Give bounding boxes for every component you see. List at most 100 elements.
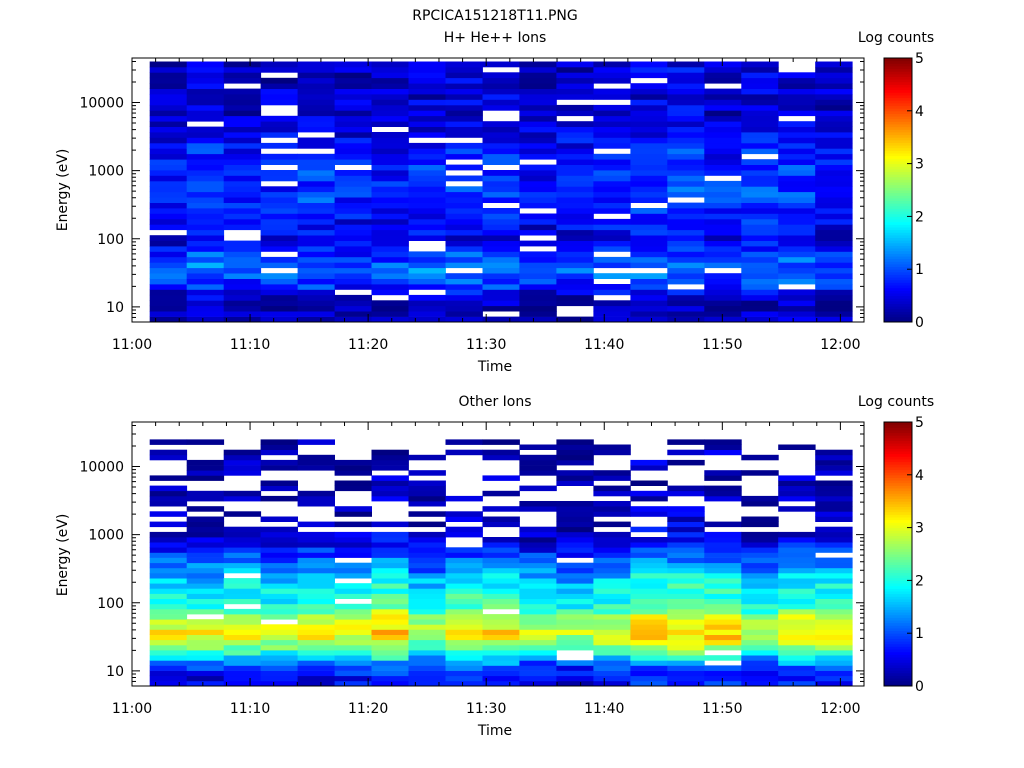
heatmap-cell xyxy=(482,294,520,301)
heatmap-cell xyxy=(519,191,557,198)
heatmap-cell xyxy=(149,218,188,225)
heatmap-cell xyxy=(741,202,779,209)
heatmap-cell xyxy=(297,670,335,677)
heatmap-cell xyxy=(630,593,668,599)
heatmap-cell xyxy=(741,311,779,317)
heatmap-cell xyxy=(593,175,631,182)
heatmap-cell xyxy=(371,670,409,677)
heatmap-cell xyxy=(741,557,779,564)
heatmap-cell xyxy=(741,289,779,296)
heatmap-cell xyxy=(482,475,520,481)
heatmap-cell xyxy=(519,557,557,564)
heatmap-cell xyxy=(371,262,409,269)
heatmap-cell xyxy=(556,531,594,538)
heatmap-cell xyxy=(778,208,816,214)
heatmap-cell xyxy=(593,624,631,630)
heatmap-cell xyxy=(667,459,705,466)
heatmap-cell xyxy=(371,142,409,149)
heatmap-cell xyxy=(371,175,409,182)
heatmap-cell xyxy=(408,567,446,574)
heatmap-cell xyxy=(667,77,705,84)
heatmap-cell xyxy=(556,480,594,486)
heatmap-cell xyxy=(334,506,372,512)
heatmap-cell xyxy=(741,262,779,269)
heatmap-cell xyxy=(186,175,225,182)
y-tick-label: 1000 xyxy=(88,528,124,544)
heatmap-cell xyxy=(704,142,742,149)
heatmap-cell xyxy=(667,61,705,68)
heatmap-cell xyxy=(297,229,335,236)
heatmap-cell xyxy=(149,583,188,589)
colorbar-segment xyxy=(884,429,912,434)
heatmap-cell xyxy=(667,670,705,677)
heatmap-cell xyxy=(519,598,557,605)
heatmap-cell xyxy=(815,619,853,625)
heatmap-cell xyxy=(556,66,594,73)
heatmap-cell xyxy=(149,273,188,279)
heatmap-cell xyxy=(445,547,483,553)
heatmap-cell xyxy=(371,588,409,594)
heatmap-cell xyxy=(519,567,557,574)
colorbar-segment xyxy=(884,590,912,595)
heatmap-cell xyxy=(630,229,668,236)
heatmap-cell xyxy=(815,289,853,296)
heatmap-cell xyxy=(371,83,409,89)
heatmap-cell xyxy=(630,506,668,512)
heatmap-cell xyxy=(186,126,225,133)
heatmap-cell xyxy=(667,634,705,641)
heatmap-cell xyxy=(667,506,705,512)
heatmap-cell xyxy=(223,547,262,553)
heatmap-cell xyxy=(297,77,335,84)
colorbar-segment xyxy=(884,213,912,217)
heatmap-cell xyxy=(667,180,705,187)
heatmap-cell xyxy=(297,294,335,301)
heatmap-cell xyxy=(334,608,372,615)
heatmap-cell xyxy=(408,547,446,553)
heatmap-cell xyxy=(704,289,742,296)
heatmap-cell xyxy=(445,240,483,247)
heatmap-cell xyxy=(260,229,298,236)
heatmap-cell xyxy=(593,634,631,641)
heatmap-cell xyxy=(408,224,446,231)
heatmap-cell xyxy=(519,262,557,269)
heatmap-cell xyxy=(186,294,225,301)
heatmap-cell xyxy=(667,267,705,274)
heatmap-cell xyxy=(593,218,631,225)
heatmap-cell xyxy=(704,246,742,252)
heatmap-cell xyxy=(186,675,225,682)
heatmap-cell xyxy=(445,629,483,635)
heatmap-cell xyxy=(371,208,409,214)
heatmap-cell xyxy=(408,480,446,486)
heatmap-cell xyxy=(260,121,298,127)
heatmap-cell xyxy=(186,578,225,584)
colorbar-segment xyxy=(884,575,912,579)
heatmap-cell xyxy=(815,218,853,225)
heatmap-cell xyxy=(556,598,594,605)
colorbar-segment xyxy=(884,179,912,183)
heatmap-cell xyxy=(334,655,372,661)
heatmap-cell xyxy=(482,175,520,182)
heatmap-cell xyxy=(630,542,668,548)
heatmap-cell xyxy=(815,608,853,615)
heatmap-cell xyxy=(186,262,225,269)
colorbar-segment xyxy=(884,617,912,621)
heatmap-cell xyxy=(297,634,335,641)
heatmap-cell xyxy=(593,235,631,241)
heatmap-cell xyxy=(815,197,853,203)
heatmap-cell xyxy=(260,588,298,594)
heatmap-cell xyxy=(297,454,335,461)
colorbar-segment xyxy=(884,511,912,515)
heatmap-cell xyxy=(667,490,705,497)
heatmap-cell xyxy=(556,235,594,241)
heatmap-cell xyxy=(778,262,816,269)
colorbar-segment xyxy=(884,295,912,299)
heatmap-cell xyxy=(297,608,335,615)
heatmap-cell xyxy=(223,148,262,155)
heatmap-cell xyxy=(556,526,594,533)
heatmap-cell xyxy=(519,501,557,507)
heatmap-cell xyxy=(297,202,335,209)
heatmap-cell xyxy=(556,83,594,89)
heatmap-cell xyxy=(778,218,816,225)
heatmap-cell xyxy=(815,675,853,682)
heatmap-cell xyxy=(408,557,446,564)
